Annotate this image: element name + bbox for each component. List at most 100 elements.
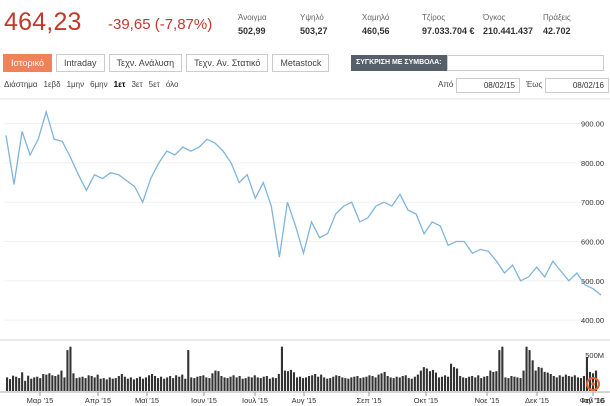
volume-bar (299, 376, 302, 391)
volume-bar (576, 377, 579, 391)
volume-bar (480, 378, 483, 391)
tab-technical-analysis[interactable]: Τεχν. Ανάλυση (108, 54, 183, 72)
range-selector: Διάστημα 1εβδ 1μην 6μην 1ετ 3ετ 5ετ όλο (4, 80, 184, 89)
volume-bar (407, 378, 410, 391)
volume-bar (274, 378, 277, 391)
volume-bar (404, 375, 407, 391)
volume-bar (151, 374, 154, 391)
range-1w[interactable]: 1εβδ (43, 80, 61, 89)
stat-label: Τζίρος (422, 13, 446, 22)
volume-bar (534, 370, 537, 391)
volume-bar (42, 374, 45, 391)
volume-bar (190, 377, 193, 391)
volume-bar (33, 377, 36, 391)
volume-bar (117, 376, 120, 391)
volume-bar (241, 378, 244, 391)
range-6m[interactable]: 6μην (90, 80, 108, 89)
volume-bar (253, 375, 256, 391)
volume-bar (516, 377, 519, 391)
volume-bar (175, 375, 178, 391)
stat-label: Υψηλό (300, 13, 324, 22)
volume-bar (359, 378, 362, 391)
volume-bar (111, 378, 114, 391)
stat-value: 42.702 (543, 26, 571, 36)
stat-volume: Όγκος 210.441.437 (483, 13, 533, 36)
volume-bar (259, 378, 262, 391)
range-3y[interactable]: 3ετ (131, 80, 143, 89)
brand-watermark-icon (586, 377, 600, 391)
volume-bar (311, 375, 314, 391)
tab-metastock[interactable]: Metastock (272, 54, 330, 72)
volume-bar (546, 372, 549, 391)
tab-technical-static[interactable]: Τεχν. Αν. Στατικό (186, 54, 269, 72)
range-1m[interactable]: 1μην (66, 80, 85, 89)
volume-bar (543, 371, 546, 391)
volume-bar (477, 375, 480, 391)
volume-bar (537, 367, 540, 391)
volume-scale-label: 500M (585, 351, 604, 360)
date-from-field[interactable]: 08/02/15 (456, 78, 520, 93)
volume-bar (208, 378, 211, 391)
range-label: Διάστημα (4, 80, 38, 89)
stat-value: 210.441.437 (483, 26, 534, 36)
volume-bar (456, 368, 459, 391)
volume-bar (486, 376, 489, 391)
stat-label: Χαμηλό (362, 13, 390, 22)
volume-bar (280, 346, 283, 391)
compare-symbols-input[interactable] (447, 55, 604, 71)
volume-bar (271, 377, 274, 391)
volume-bar (323, 377, 326, 391)
volume-bar (425, 368, 428, 391)
volume-bar (495, 371, 498, 391)
volume-bar (320, 374, 323, 391)
volume-bar (54, 376, 57, 391)
volume-bar (350, 377, 353, 391)
volume-bar (48, 373, 51, 391)
date-from-label: Από (438, 80, 454, 89)
volume-bar (501, 346, 504, 391)
volume-bar (453, 367, 456, 391)
volume-bar (247, 376, 250, 391)
volume-bar (123, 376, 126, 391)
volume-bar (96, 374, 99, 391)
range-all[interactable]: όλο (165, 80, 179, 89)
volume-bar (332, 376, 335, 391)
stat-low: Χαμηλό 460,56 (362, 13, 390, 36)
x-tick-label: Δεκ '15 (525, 396, 549, 405)
range-5y[interactable]: 5ετ (148, 80, 160, 89)
volume-bar (531, 360, 534, 391)
compare-label: ΣΥΓΚΡΙΣΗ ΜΕ ΣΥΜΒΟΛΑ: (351, 55, 452, 71)
stat-value: 502,99 (238, 26, 266, 36)
volume-bar (398, 377, 401, 391)
date-to-field[interactable]: 08/02/16 (545, 78, 609, 93)
x-tick-label: Σεπ '15 (356, 396, 381, 405)
volume-bar (549, 374, 552, 391)
y-tick-label: 700.00 (581, 198, 604, 207)
volume-bar (283, 370, 286, 391)
volume-bar (437, 377, 440, 391)
volume-bar (211, 373, 214, 391)
volume-bar (561, 376, 564, 391)
quote-header: 464,23 -39,65 (-7,87%) Άνοιγμα 502,99 Υψ… (0, 0, 610, 44)
x-tick-label: Ιουλ '15 (242, 396, 268, 405)
volume-bar (75, 378, 78, 391)
volume-bar (63, 377, 66, 391)
stat-trades: Πράξεις 42.702 (543, 13, 571, 36)
volume-bar (444, 375, 447, 391)
tab-history[interactable]: Ιστορικό (3, 54, 53, 72)
volume-bar (163, 378, 166, 391)
y-tick-label: 500.00 (581, 277, 604, 286)
volume-bar (93, 377, 96, 391)
volume-bar (371, 376, 374, 391)
stat-open: Άνοιγμα 502,99 (238, 13, 267, 36)
volume-bar (157, 378, 160, 391)
volume-bar (356, 376, 359, 391)
tab-intraday[interactable]: Intraday (56, 54, 105, 72)
volume-bar (389, 377, 392, 391)
volume-bar (416, 374, 419, 391)
volume-bar (24, 380, 27, 391)
range-1y[interactable]: 1ετ (113, 80, 126, 89)
stat-value: 503,27 (300, 26, 328, 36)
volume-bar (27, 375, 30, 391)
